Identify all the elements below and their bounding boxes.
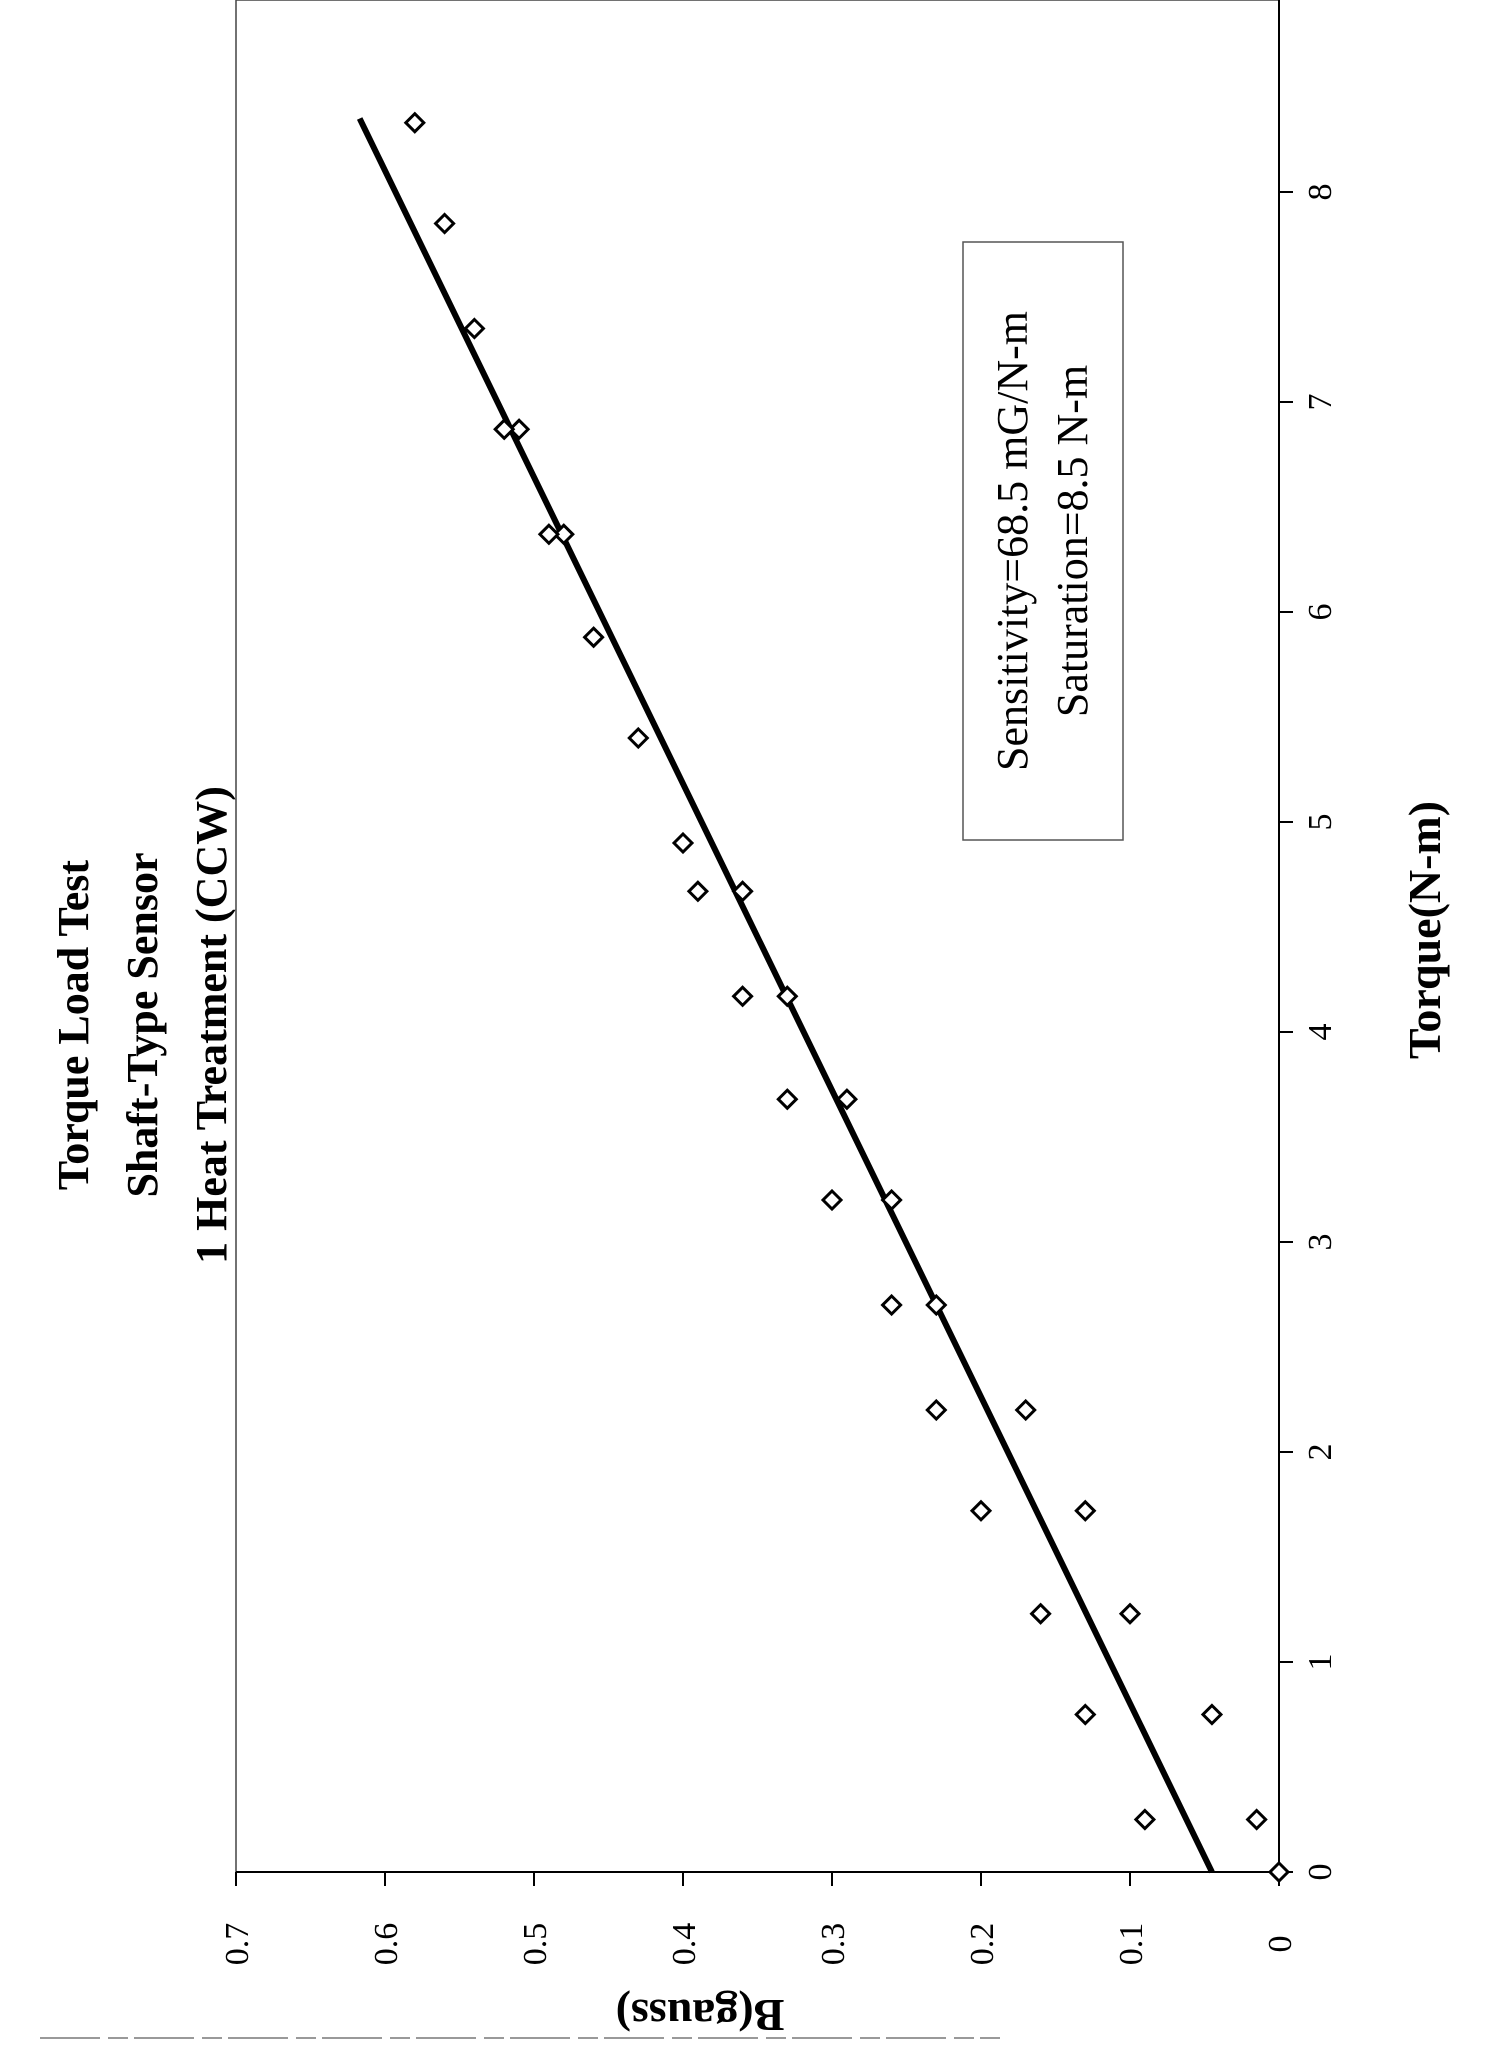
chart-title-line-2: Shaft-Type Sensor: [118, 852, 167, 1197]
data-point: [1029, 1602, 1052, 1625]
annotation-saturation: Saturation=8.5 N-m: [1048, 365, 1097, 717]
y-axis-ticks: 0 0.1 0.2 0.3 0.4 0.5 0.6 0.7: [219, 1872, 1299, 1965]
data-point: [925, 1293, 948, 1317]
x-tick-label: 2: [1302, 1444, 1339, 1461]
data-point: [403, 111, 426, 134]
y-tick-label: 0.4: [666, 1923, 703, 1966]
data-point: [507, 418, 531, 441]
data-point: [925, 1398, 948, 1422]
y-tick-label: 0: [1262, 1936, 1299, 1953]
annotation-sensitivity: Sensitivity=68.5 mG/N-m: [988, 311, 1037, 771]
x-tick-label: 0: [1302, 1864, 1339, 1881]
data-point: [1133, 1808, 1157, 1831]
x-tick-label: 7: [1302, 394, 1339, 411]
y-tick-label: 0.7: [219, 1923, 256, 1966]
data-point: [1074, 1703, 1097, 1726]
x-axis-ticks: 0 1 2 3 4 5 6 7 8: [1279, 184, 1339, 1881]
data-point: [1014, 1398, 1037, 1422]
data-points: [403, 111, 1291, 1884]
data-point: [1200, 1703, 1224, 1726]
data-point: [731, 985, 754, 1008]
x-tick-label: 3: [1302, 1234, 1339, 1251]
annotation-box: Sensitivity=68.5 mG/N-m Saturation=8.5 N…: [962, 241, 1124, 841]
data-point: [582, 626, 605, 649]
data-point: [776, 1088, 799, 1111]
data-point: [1074, 1499, 1097, 1522]
data-point: [969, 1499, 993, 1522]
chart-title: Torque Load Test Shaft-Type Sensor 1 Hea…: [49, 786, 236, 1264]
data-point: [686, 880, 710, 903]
y-tick-label: 0.3: [815, 1923, 852, 1966]
chart-title-line-3: 1 Heat Treatment (CCW): [187, 786, 236, 1264]
data-point: [537, 523, 561, 546]
x-axis-title: Torque(N-m): [1399, 801, 1450, 1059]
data-point: [671, 831, 695, 855]
y-tick-label: 0.2: [964, 1923, 1001, 1966]
data-point: [880, 1293, 903, 1317]
y-axis-title: B(gauss): [616, 1990, 785, 2041]
data-point: [1245, 1808, 1268, 1831]
data-point: [776, 985, 799, 1008]
data-point: [627, 726, 650, 750]
x-tick-label: 1: [1302, 1654, 1339, 1671]
chart-title-line-1: Torque Load Test: [49, 860, 98, 1190]
x-tick-label: 5: [1302, 814, 1339, 831]
data-point: [835, 1088, 859, 1111]
data-point: [880, 1188, 903, 1212]
x-tick-label: 4: [1302, 1024, 1339, 1041]
data-point: [1267, 1860, 1291, 1884]
y-tick-label: 0.5: [517, 1923, 554, 1966]
y-tick-label: 0.6: [368, 1923, 405, 1966]
y-tick-label: 0.1: [1113, 1923, 1150, 1966]
data-point: [1118, 1602, 1142, 1625]
data-point: [493, 418, 516, 441]
x-tick-label: 6: [1302, 604, 1339, 621]
annotation-frame: [962, 241, 1124, 841]
data-point: [552, 523, 575, 546]
data-point: [463, 317, 486, 340]
data-point: [820, 1188, 844, 1212]
x-tick-label: 8: [1302, 184, 1339, 201]
data-point: [731, 880, 754, 903]
data-point: [433, 212, 456, 235]
